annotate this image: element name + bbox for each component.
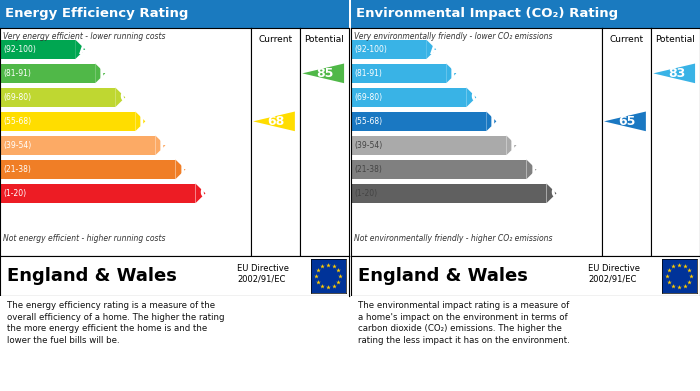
Polygon shape: [253, 111, 295, 131]
Text: B: B: [99, 66, 111, 81]
Bar: [0, 111, 135, 131]
Bar: [0, 183, 195, 203]
Text: Not environmentally friendly - higher CO₂ emissions: Not environmentally friendly - higher CO…: [354, 234, 552, 244]
Polygon shape: [466, 88, 476, 107]
Text: G: G: [550, 186, 563, 201]
Polygon shape: [135, 111, 146, 131]
Text: Energy Efficiency Rating: Energy Efficiency Rating: [5, 7, 188, 20]
Text: Current: Current: [258, 35, 292, 44]
Text: 83: 83: [668, 67, 685, 80]
Text: G: G: [199, 186, 211, 201]
Bar: [351, 160, 526, 179]
Text: (81-91): (81-91): [3, 69, 31, 78]
Bar: [351, 183, 547, 203]
Polygon shape: [604, 111, 646, 131]
Text: Very environmentally friendly - lower CO₂ emissions: Very environmentally friendly - lower CO…: [354, 32, 552, 41]
Text: (55-68): (55-68): [3, 117, 31, 126]
Text: B: B: [450, 66, 461, 81]
Bar: [0, 136, 155, 155]
Text: Potential: Potential: [304, 35, 344, 44]
Polygon shape: [95, 63, 105, 83]
Polygon shape: [526, 160, 536, 179]
Text: The energy efficiency rating is a measure of the
overall efficiency of a home. T: The energy efficiency rating is a measur…: [7, 301, 225, 345]
Text: Potential: Potential: [655, 35, 695, 44]
Polygon shape: [446, 63, 456, 83]
Text: 85: 85: [316, 67, 334, 80]
Text: (21-38): (21-38): [3, 165, 31, 174]
Text: The environmental impact rating is a measure of
a home's impact on the environme: The environmental impact rating is a mea…: [358, 301, 570, 345]
Text: 65: 65: [619, 115, 636, 128]
Bar: [351, 111, 486, 131]
Text: A: A: [430, 42, 442, 57]
Polygon shape: [116, 88, 125, 107]
Text: Very energy efficient - lower running costs: Very energy efficient - lower running co…: [3, 32, 165, 41]
Text: 68: 68: [267, 115, 285, 128]
Text: F: F: [179, 162, 190, 177]
Polygon shape: [176, 160, 186, 179]
Text: Current: Current: [609, 35, 643, 44]
Text: (1-20): (1-20): [354, 189, 377, 198]
Bar: [0, 88, 116, 107]
Text: D: D: [490, 114, 503, 129]
Polygon shape: [195, 183, 206, 203]
Text: (39-54): (39-54): [354, 141, 382, 150]
Polygon shape: [302, 63, 344, 83]
Bar: [351, 39, 426, 59]
Polygon shape: [426, 39, 436, 59]
Text: (21-38): (21-38): [354, 165, 382, 174]
Text: (39-54): (39-54): [3, 141, 31, 150]
Text: EU Directive
2002/91/EC: EU Directive 2002/91/EC: [588, 264, 640, 284]
Text: (92-100): (92-100): [354, 45, 387, 54]
Text: EU Directive
2002/91/EC: EU Directive 2002/91/EC: [237, 264, 289, 284]
Text: C: C: [470, 90, 481, 105]
Text: (55-68): (55-68): [354, 117, 382, 126]
Text: A: A: [79, 42, 91, 57]
Text: (69-80): (69-80): [3, 93, 31, 102]
Polygon shape: [506, 136, 517, 155]
Text: England & Wales: England & Wales: [7, 267, 177, 285]
Polygon shape: [486, 111, 496, 131]
Text: Not energy efficient - higher running costs: Not energy efficient - higher running co…: [3, 234, 165, 244]
Bar: [0, 160, 176, 179]
Bar: [351, 63, 446, 83]
Bar: [351, 136, 506, 155]
Bar: [0, 39, 75, 59]
Text: E: E: [510, 138, 521, 153]
Text: E: E: [159, 138, 169, 153]
Bar: [351, 88, 466, 107]
Bar: [0, 63, 95, 83]
Text: D: D: [139, 114, 152, 129]
Text: F: F: [530, 162, 540, 177]
Text: Environmental Impact (CO₂) Rating: Environmental Impact (CO₂) Rating: [356, 7, 618, 20]
Text: (1-20): (1-20): [3, 189, 26, 198]
Text: (81-91): (81-91): [354, 69, 382, 78]
Text: (92-100): (92-100): [3, 45, 36, 54]
Polygon shape: [75, 39, 85, 59]
Text: England & Wales: England & Wales: [358, 267, 528, 285]
Text: C: C: [119, 90, 130, 105]
Text: (69-80): (69-80): [354, 93, 382, 102]
Polygon shape: [653, 63, 695, 83]
Polygon shape: [547, 183, 556, 203]
Polygon shape: [155, 136, 165, 155]
